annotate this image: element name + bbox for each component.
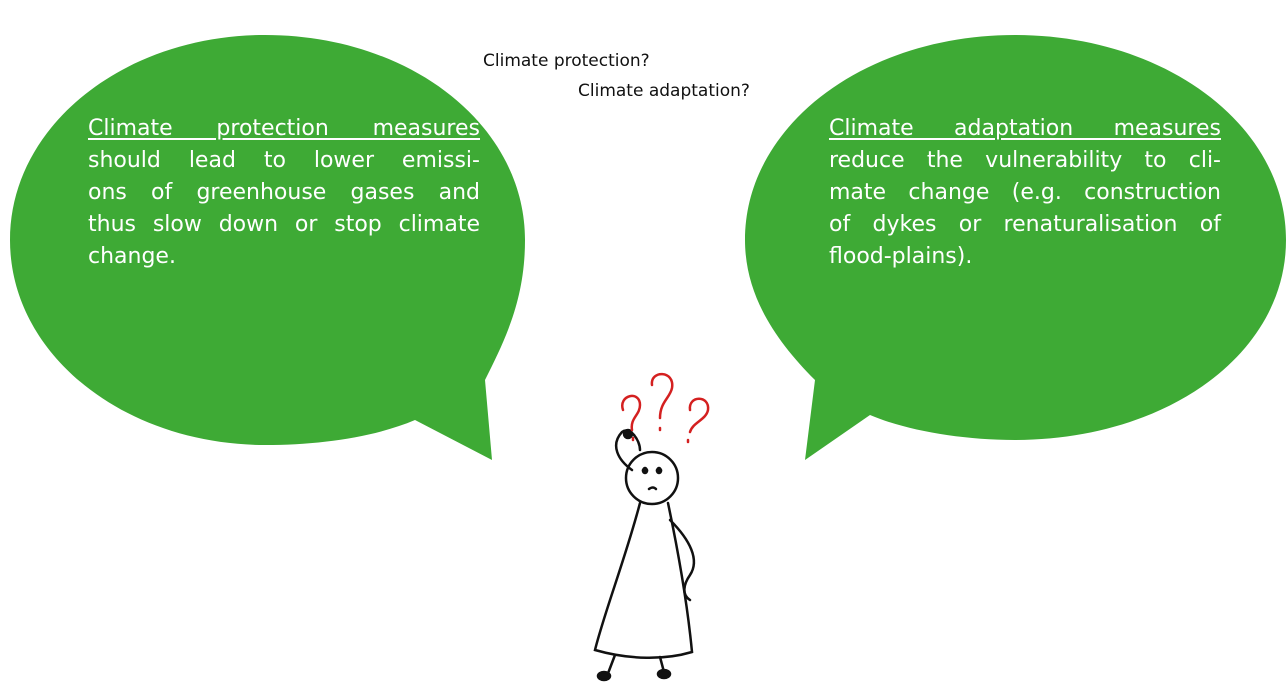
bubble-line: flood-plains). bbox=[829, 241, 1221, 273]
question-label: Climate adaptation? bbox=[578, 81, 750, 101]
bubble-text: Climate adaptation measures reduce the v… bbox=[829, 113, 1221, 273]
drawing bbox=[0, 0, 1288, 683]
bubble-line: reduce the vulnerability to cli- bbox=[829, 145, 1221, 177]
bubble-line: change. bbox=[88, 241, 480, 273]
question-marks bbox=[622, 374, 708, 442]
bubble-line: thus slow down or stop climate bbox=[88, 209, 480, 241]
bubble-heading: Climate protection measures bbox=[88, 113, 480, 145]
bubble-text: Climate protection measures should lead … bbox=[88, 113, 480, 273]
bubble-line: mate change (e.g. construction bbox=[829, 177, 1221, 209]
bubble-line: ons of greenhouse gases and bbox=[88, 177, 480, 209]
bubble-heading: Climate adaptation measures bbox=[829, 113, 1221, 145]
stick-figure bbox=[595, 430, 694, 680]
page: Climate protection? Climate adaptation? … bbox=[0, 0, 1288, 683]
bubble-line: should lead to lower emissi- bbox=[88, 145, 480, 177]
question-label: Climate protection? bbox=[483, 51, 650, 71]
illustration: Climate protection? Climate adaptation? … bbox=[0, 0, 1288, 683]
bubble-line: of dykes or renaturalisation of bbox=[829, 209, 1221, 241]
